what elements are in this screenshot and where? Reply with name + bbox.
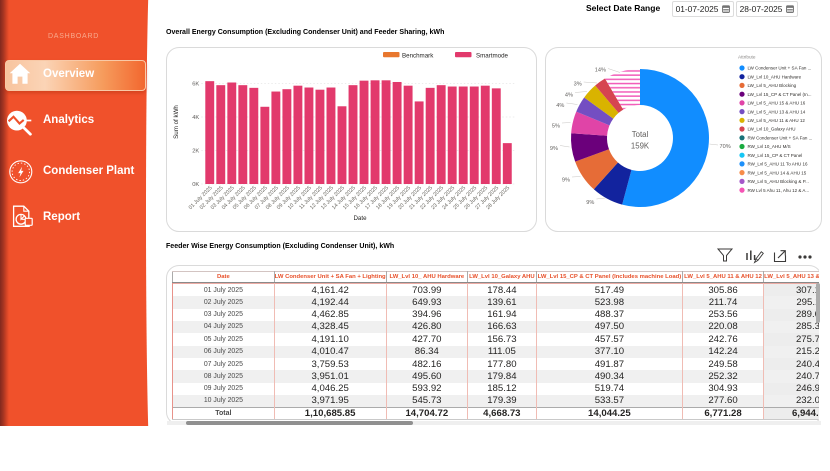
svg-text:3%: 3% [574,82,582,88]
svg-text:6K: 6K [192,82,199,88]
svg-text:LW_Lvl 10_AHU Hardware: LW_Lvl 10_AHU Hardware [748,74,802,79]
svg-text:Smartmode: Smartmode [476,53,509,60]
svg-text:159K: 159K [631,141,650,150]
svg-text:4K: 4K [192,115,199,121]
svg-text:RW_Lvl 5_AHU Blocking & P...: RW_Lvl 5_AHU Blocking & P... [748,179,809,184]
svg-text:RW_Lvl 10_AHU M/S: RW_Lvl 10_AHU M/S [748,144,791,149]
svg-text:RW_Lvl 5_AHU 11 To AHU 16: RW_Lvl 5_AHU 11 To AHU 16 [748,162,809,167]
svg-text:LW Condenser Unit + SA Fan ...: LW Condenser Unit + SA Fan ... [748,66,812,71]
svg-text:14%: 14% [595,68,606,74]
svg-text:Total: Total [632,130,649,139]
svg-text:4%: 4% [565,92,573,98]
svg-text:Attribute: Attribute [738,55,756,60]
svg-text:Date: Date [353,215,367,222]
svg-text:LW_Lvl 5_AHU 15 & AHU 16: LW_Lvl 5_AHU 15 & AHU 16 [748,101,806,106]
svg-text:LW_Lvl 10_Galaxy AHU: LW_Lvl 10_Galaxy AHU [748,127,796,132]
svg-text:Benchmark: Benchmark [402,53,434,60]
svg-text:Sum of kWh: Sum of kWh [173,105,180,139]
svg-text:70%: 70% [720,144,731,150]
svg-text:LW_Lvl 5_AHU 13 & AHU 14: LW_Lvl 5_AHU 13 & AHU 14 [748,109,806,114]
svg-text:RW Condenser Unit + SA Fan ...: RW Condenser Unit + SA Fan ... [748,136,813,141]
svg-text:RW Lvl 5 Ahu 11, Ahu 12 & A...: RW Lvl 5 Ahu 11, Ahu 12 & A... [748,188,810,193]
svg-text:2K: 2K [192,149,199,155]
svg-text:9%: 9% [562,178,570,184]
svg-text:LW_Lvl 5_AHU 11 & AHU 12: LW_Lvl 5_AHU 11 & AHU 12 [748,118,806,123]
svg-text:4%: 4% [556,103,564,109]
svg-text:9%: 9% [550,146,558,152]
svg-text:5%: 5% [552,124,560,130]
svg-text:0K: 0K [192,182,199,188]
svg-text:9%: 9% [586,200,594,206]
svg-text:RW_Lvl 5_AHU 14 & AHU 15: RW_Lvl 5_AHU 14 & AHU 15 [748,170,807,175]
svg-text:LW_Lvl 5_AHU Blocking: LW_Lvl 5_AHU Blocking [748,83,797,88]
svg-text:LW_Lvl 15_CP & CT Panel (In...: LW_Lvl 15_CP & CT Panel (In... [748,92,812,97]
svg-text:RW_Lvl 15_CP & CT Panel: RW_Lvl 15_CP & CT Panel [748,153,803,158]
